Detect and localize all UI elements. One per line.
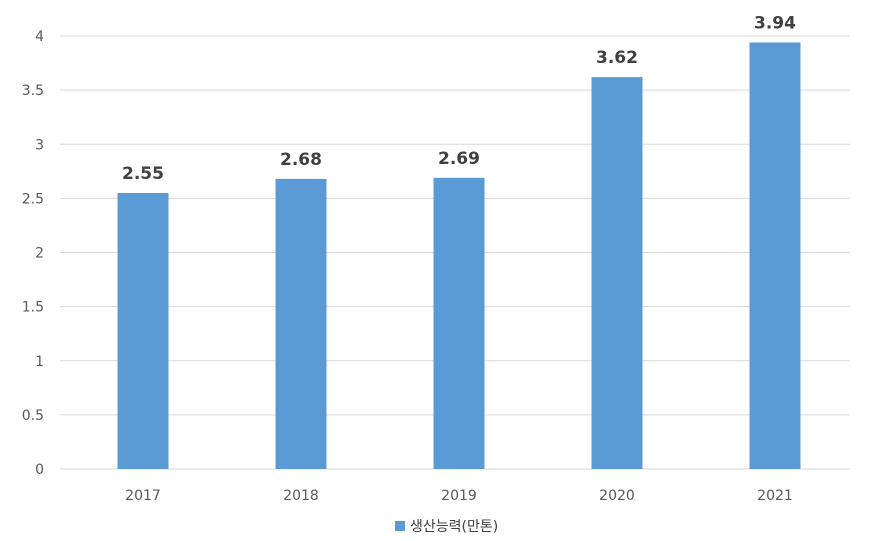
bar-2020 <box>591 77 643 469</box>
data-label-2019: 2.69 <box>438 149 480 169</box>
x-tick-label-2017: 2017 <box>125 488 161 504</box>
bar-2018 <box>275 178 327 469</box>
y-axis-ticks: 0 0.5 1 1.5 2 2.5 3 3.5 4 <box>22 29 44 478</box>
legend-swatch <box>395 521 405 531</box>
y-tick-label: 2.5 <box>22 191 44 207</box>
y-tick-label: 0.5 <box>22 408 44 424</box>
data-label-2020: 3.62 <box>596 48 638 68</box>
x-tick-label-2020: 2020 <box>599 488 635 504</box>
data-label-2021: 3.94 <box>754 13 796 33</box>
y-tick-label: 2 <box>35 246 44 262</box>
y-tick-label: 3.5 <box>22 83 44 99</box>
x-tick-label-2019: 2019 <box>441 488 477 504</box>
y-tick-label: 1 <box>35 354 44 370</box>
y-tick-label: 0 <box>35 462 44 478</box>
x-tick-label-2021: 2021 <box>757 488 793 504</box>
bar-2021 <box>749 42 801 470</box>
bars <box>117 42 801 470</box>
bar-2017 <box>117 192 169 469</box>
legend: 생산능력(만톤) <box>395 519 498 535</box>
x-axis-ticks: 2017 2018 2019 2020 2021 <box>125 488 793 504</box>
x-tick-label-2018: 2018 <box>283 488 319 504</box>
data-labels: 2.55 2.68 2.69 3.62 3.94 <box>122 13 796 183</box>
bar-2019 <box>433 177 485 469</box>
y-tick-label: 4 <box>35 29 44 45</box>
data-label-2017: 2.55 <box>122 164 164 184</box>
data-label-2018: 2.68 <box>280 150 322 170</box>
y-tick-label: 3 <box>35 137 44 153</box>
legend-label: 생산능력(만톤) <box>410 519 498 535</box>
y-tick-label: 1.5 <box>22 300 44 316</box>
